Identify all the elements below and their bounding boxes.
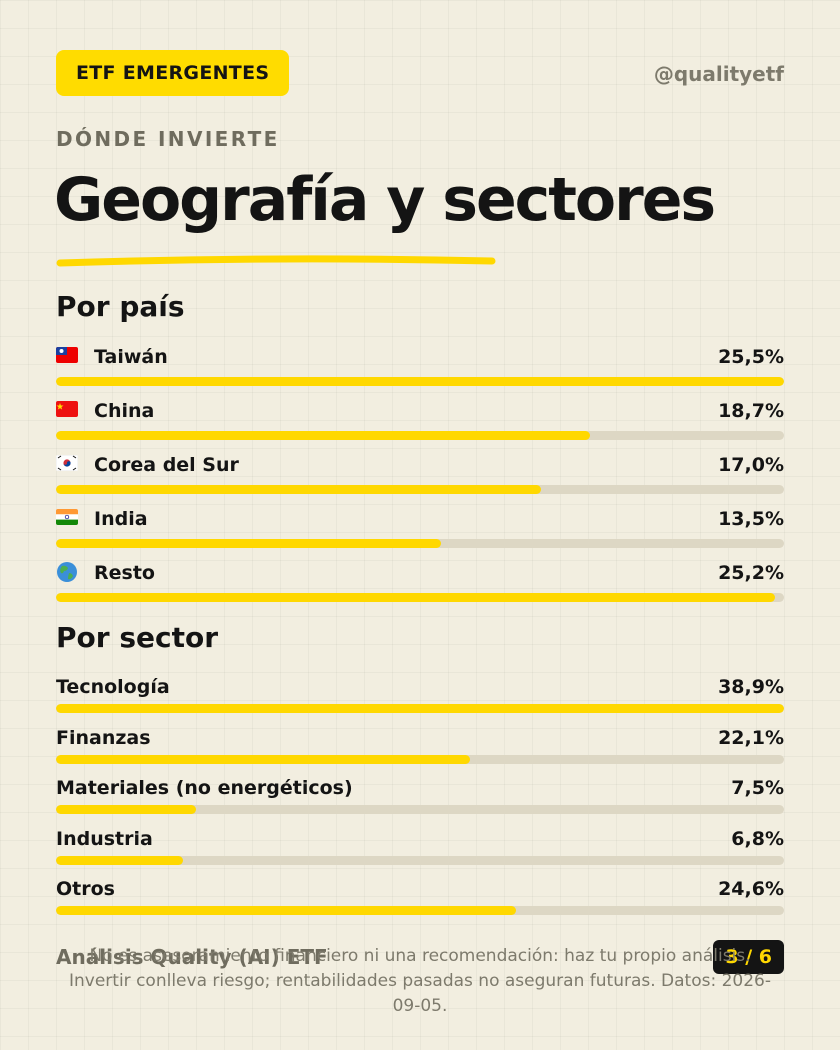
bar-value-label: 25,2% xyxy=(718,562,784,584)
flag-south-korea-icon xyxy=(56,455,78,471)
bar-track xyxy=(56,539,784,548)
title-underline xyxy=(56,255,496,267)
bar-track xyxy=(56,906,784,915)
bar-track xyxy=(56,377,784,386)
bar-value-label: 6,8% xyxy=(731,827,784,850)
bar-label: Finanzas xyxy=(56,726,151,749)
bar xyxy=(56,704,784,713)
section-kicker: DÓNDE INVIERTE xyxy=(56,127,280,151)
bar xyxy=(56,855,184,865)
bar-label: Industria xyxy=(56,827,153,850)
bar xyxy=(56,805,197,814)
bar-value-label: 13,5% xyxy=(718,508,784,530)
bar-value-label: 18,7% xyxy=(718,400,784,422)
account-handle: @qualityetf xyxy=(653,62,784,86)
bar xyxy=(56,485,542,494)
bar-track xyxy=(56,431,784,440)
bar xyxy=(56,593,776,602)
bar-label: India xyxy=(94,508,148,530)
globe-icon xyxy=(56,561,78,583)
bar-label: Resto xyxy=(94,562,155,584)
bar xyxy=(56,377,784,386)
sector-chart-title: Por sector xyxy=(56,621,218,654)
bar-track xyxy=(56,704,784,713)
page-title: Geografía y sectores xyxy=(54,165,716,235)
bar-track xyxy=(56,485,784,494)
footer-brand: Análisis Quality (AI) ETF xyxy=(56,945,328,969)
bar xyxy=(56,754,470,764)
bar xyxy=(56,431,590,440)
bar-value-label: 17,0% xyxy=(718,454,784,476)
bar-label: Otros xyxy=(56,878,115,900)
page-indicator: 3 / 6 xyxy=(713,940,784,974)
bar-label: Materiales (no energéticos) xyxy=(56,777,353,799)
flag-china-icon xyxy=(56,401,78,417)
category-badge: ETF EMERGENTES xyxy=(56,50,290,96)
bar xyxy=(56,539,442,548)
flag-taiwan-icon xyxy=(56,347,78,363)
bar-label: Taiwán xyxy=(94,346,168,368)
bar xyxy=(56,906,517,915)
bar-track xyxy=(56,855,784,865)
bar-value-label: 24,6% xyxy=(718,878,784,900)
bar-value-label: 7,5% xyxy=(731,777,784,799)
bar-label: China xyxy=(94,400,155,422)
bar-value-label: 38,9% xyxy=(718,676,784,698)
bar-label: Tecnología xyxy=(56,676,170,698)
bar-value-label: 22,1% xyxy=(718,726,784,749)
bar-track xyxy=(56,805,784,814)
bar-value-label: 25,5% xyxy=(718,346,784,368)
bar-track xyxy=(56,593,784,602)
disclaimer-text: No es asesoramiento financiero ni una re… xyxy=(69,946,771,1016)
bar-label: Corea del Sur xyxy=(94,454,239,476)
country-chart-title: Por país xyxy=(56,290,185,323)
bar-track xyxy=(56,754,784,764)
flag-india-icon xyxy=(56,509,78,525)
